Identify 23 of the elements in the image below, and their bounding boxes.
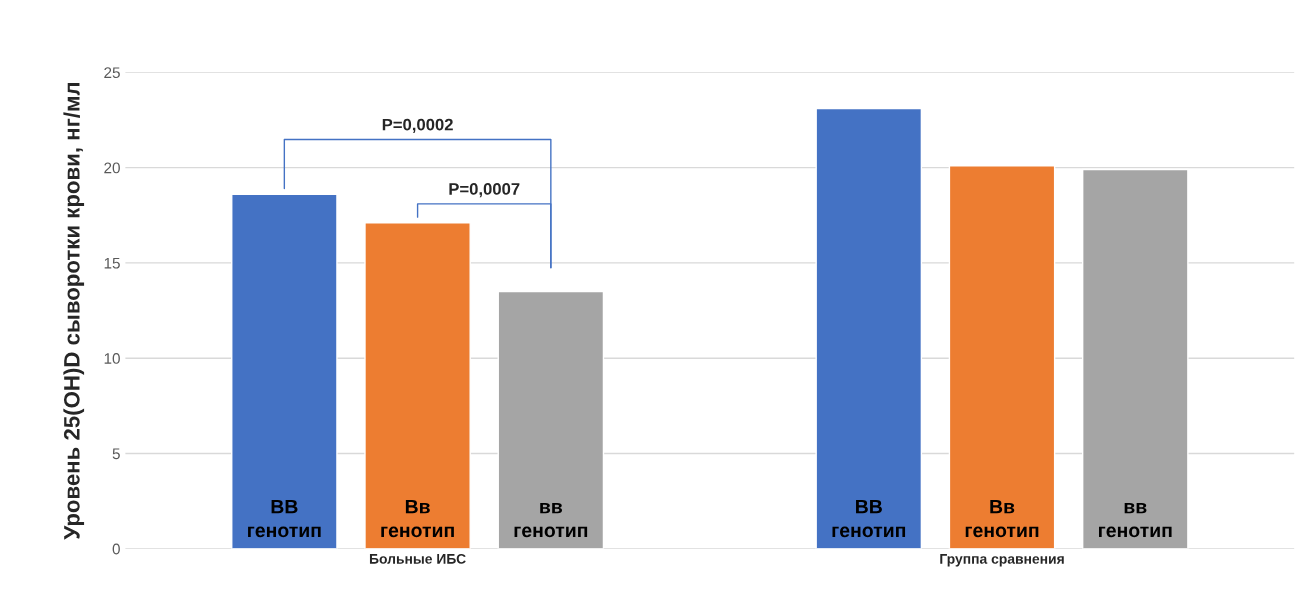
bar	[231, 193, 338, 549]
bar	[1081, 168, 1189, 549]
bar	[948, 165, 1056, 549]
bar	[497, 290, 605, 549]
annotation: P=0,0002	[382, 118, 453, 133]
y-tick-label: 15	[104, 257, 120, 269]
text: вв генотип	[1099, 503, 1172, 538]
text: Вв генотип	[965, 499, 1039, 538]
y-tick-label: 0	[112, 543, 120, 555]
series-label: Вв генотип	[381, 499, 454, 538]
y-tick-label: 20	[104, 162, 120, 174]
bar	[815, 107, 923, 549]
x-tick-label: Больные ИБС	[369, 553, 466, 564]
x-tick-label: Группа сравнения	[940, 554, 1064, 567]
series-label: ВВ генотип	[248, 499, 321, 538]
text: ВВ генотип	[832, 499, 906, 538]
bar	[364, 222, 471, 549]
y-tick-label: 5	[112, 448, 120, 460]
annotation: P=0,0007	[449, 183, 520, 198]
y-tick-label: 25	[104, 67, 120, 79]
y-axis-title: Уровень 25(OH)D сыворотки крови, нг/мл	[63, 82, 85, 540]
y-tick-label: 10	[104, 353, 120, 364]
series-label: вв генотип	[514, 503, 588, 538]
